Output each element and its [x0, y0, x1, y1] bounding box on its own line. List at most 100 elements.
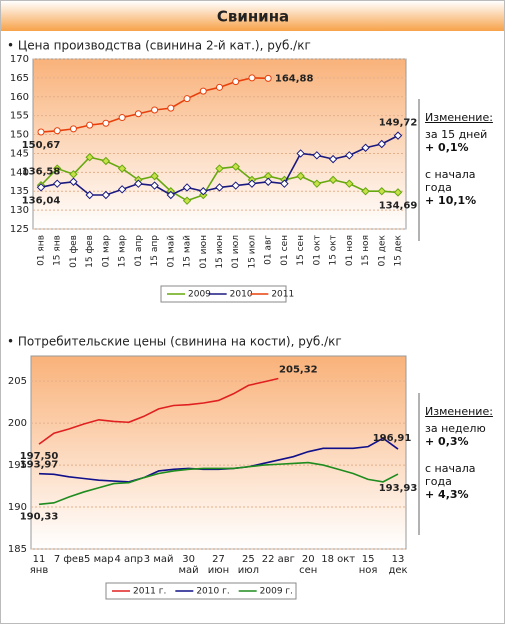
x-tick-label: 15 дек	[394, 234, 404, 266]
point-marker	[377, 187, 386, 196]
x-tick-label: 01 мар	[101, 235, 111, 268]
point-marker	[118, 114, 126, 122]
point-marker	[248, 74, 256, 82]
x-tick-label: 20 сен	[299, 554, 318, 576]
point-marker	[345, 151, 354, 160]
y-tick-label: 190	[8, 502, 27, 513]
side-note: за неделю	[425, 422, 486, 435]
x-tick-label: 15 фев	[85, 235, 95, 268]
x-tick-label: 01 апр	[134, 235, 144, 267]
series-line	[38, 377, 279, 445]
x-tick-label: 01 ноя	[345, 235, 355, 266]
y-tick-label: 145	[10, 148, 29, 159]
point-marker	[215, 183, 224, 192]
header-band	[1, 1, 504, 31]
x-tick-label: 5 мар	[84, 554, 114, 565]
point-marker	[264, 74, 272, 82]
value-label: 190,33	[20, 511, 59, 522]
side-note: + 10,1%	[425, 194, 477, 207]
point-marker	[117, 164, 127, 173]
point-marker	[134, 110, 142, 118]
point-marker	[199, 187, 208, 196]
y-tick-label: 140	[10, 167, 29, 178]
point-marker	[231, 181, 240, 190]
x-tick-label: 15 ноя	[358, 554, 378, 576]
y-tick-label: 195	[8, 460, 27, 471]
x-tick-label: 13 дек	[388, 554, 408, 576]
y-tick-label: 160	[10, 92, 29, 103]
point-marker	[101, 190, 111, 200]
point-marker	[296, 171, 305, 181]
value-label: 136,58	[22, 166, 61, 177]
y-tick-label: 135	[10, 186, 29, 197]
x-tick-label: 01 авг	[264, 235, 274, 265]
y-tick-label: 205	[8, 376, 27, 387]
x-tick-label: 15 янв	[53, 235, 63, 266]
y-tick-label: 170	[10, 54, 29, 65]
point-marker	[53, 164, 62, 173]
x-tick-label: 15 ноя	[361, 235, 371, 266]
x-tick-label: 4 апр	[114, 554, 144, 565]
side-notes: Изменение: за 15 дней + 0,1% с начала года +…	[425, 111, 501, 221]
x-tick-label: 30 май	[178, 554, 199, 576]
point-marker	[280, 179, 289, 188]
point-marker	[345, 179, 354, 188]
x-tick-label: 01 окт	[312, 235, 322, 266]
point-marker	[296, 149, 305, 158]
x-tick-label: 15 май	[183, 235, 193, 268]
point-marker	[232, 78, 240, 86]
x-tick-label: 25 июл	[237, 554, 260, 576]
side-note: за 15 дней	[425, 128, 488, 141]
value-label: 193,93	[379, 483, 418, 494]
legend-label: 2009	[188, 290, 211, 300]
point-marker	[117, 185, 127, 194]
x-tick-label: 11 янв	[29, 554, 49, 576]
x-tick-label: 15 июл	[247, 235, 257, 269]
x-tick-label: 3 май	[143, 554, 174, 565]
y-tick-label: 155	[10, 111, 29, 122]
point-marker	[182, 196, 192, 205]
x-tick-label: 01 фев	[69, 235, 79, 268]
value-label: 196,91	[373, 433, 412, 444]
y-tick-label: 165	[10, 73, 29, 84]
x-tick-label: 01 янв	[37, 235, 47, 266]
legend-label: 2010	[230, 290, 253, 300]
legend-label: 2011	[271, 290, 294, 300]
x-tick-label: 01 дек	[377, 234, 387, 266]
point-marker	[53, 127, 61, 135]
point-marker	[166, 190, 176, 200]
x-tick-label: 15 окт	[329, 235, 339, 266]
point-marker	[231, 162, 240, 171]
value-label: 205,32	[279, 364, 318, 375]
point-marker	[328, 154, 338, 164]
value-label: 134,69	[379, 200, 418, 211]
x-tick-label: 15 сен	[296, 235, 306, 266]
x-tick-label: 15 июн	[215, 235, 225, 269]
point-marker	[37, 128, 45, 136]
x-tick-label: 18 окт	[321, 554, 356, 565]
point-marker	[102, 119, 110, 127]
y-tick-label: 125	[10, 224, 29, 235]
legend-label: 2009 г.	[260, 587, 293, 597]
point-marker	[101, 156, 111, 166]
point-marker	[216, 83, 223, 91]
side-note: + 4,3%	[425, 488, 469, 501]
point-marker	[86, 121, 94, 129]
point-marker	[215, 164, 224, 173]
x-tick-label: 7 фев	[53, 554, 84, 565]
page-title: Свинина	[217, 8, 289, 26]
y-tick-label: 150	[10, 130, 29, 141]
side-note: с начала года	[425, 462, 476, 488]
point-marker	[85, 153, 94, 162]
point-marker	[328, 175, 338, 185]
point-marker	[150, 171, 159, 181]
x-tick-label: 27 июн	[207, 554, 230, 576]
side-notes: Изменение: за неделю + 0,3% с начала года + …	[425, 405, 501, 515]
point-marker	[361, 143, 370, 152]
x-tick-label: 15 апр	[150, 235, 160, 267]
value-label: 197,50	[20, 451, 59, 462]
point-marker	[69, 177, 78, 186]
point-marker	[53, 179, 62, 188]
y-tick-label: 185	[8, 544, 27, 555]
